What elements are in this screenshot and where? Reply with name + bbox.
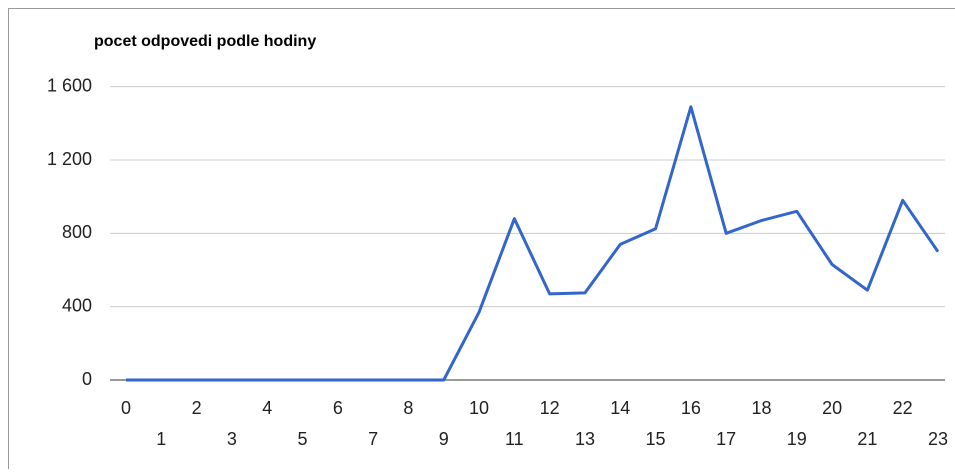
x-tick-label: 0 [121,398,131,418]
x-tick-label: 19 [787,429,807,449]
x-tick-label: 7 [368,429,378,449]
x-tick-label: 4 [262,398,272,418]
x-tick-label: 23 [928,429,948,449]
x-tick-label: 15 [646,429,666,449]
x-tick-label: 22 [893,398,913,418]
y-tick-label: 0 [82,369,92,389]
y-tick-label: 1 200 [47,149,92,169]
x-tick-label: 18 [751,398,771,418]
x-tick-label: 17 [716,429,736,449]
y-tick-label: 1 600 [47,75,92,95]
x-tick-label: 11 [505,429,524,449]
y-tick-label: 400 [62,295,92,315]
x-tick-label: 5 [298,429,308,449]
x-tick-label: 8 [403,398,413,418]
x-tick-label: 9 [439,429,449,449]
x-tick-label: 14 [610,398,630,418]
x-tick-label: 6 [333,398,343,418]
chart-title: pocet odpovedi podle hodiny [94,33,316,50]
y-tick-label: 800 [62,222,92,242]
x-tick-label: 13 [575,429,595,449]
x-tick-label: 12 [540,398,560,418]
x-tick-label: 2 [192,398,202,418]
x-tick-label: 20 [822,398,842,418]
x-tick-label: 1 [156,429,166,449]
x-tick-label: 16 [681,398,701,418]
x-tick-label: 3 [227,429,237,449]
x-tick-label: 10 [469,398,489,418]
x-tick-label: 21 [857,429,877,449]
